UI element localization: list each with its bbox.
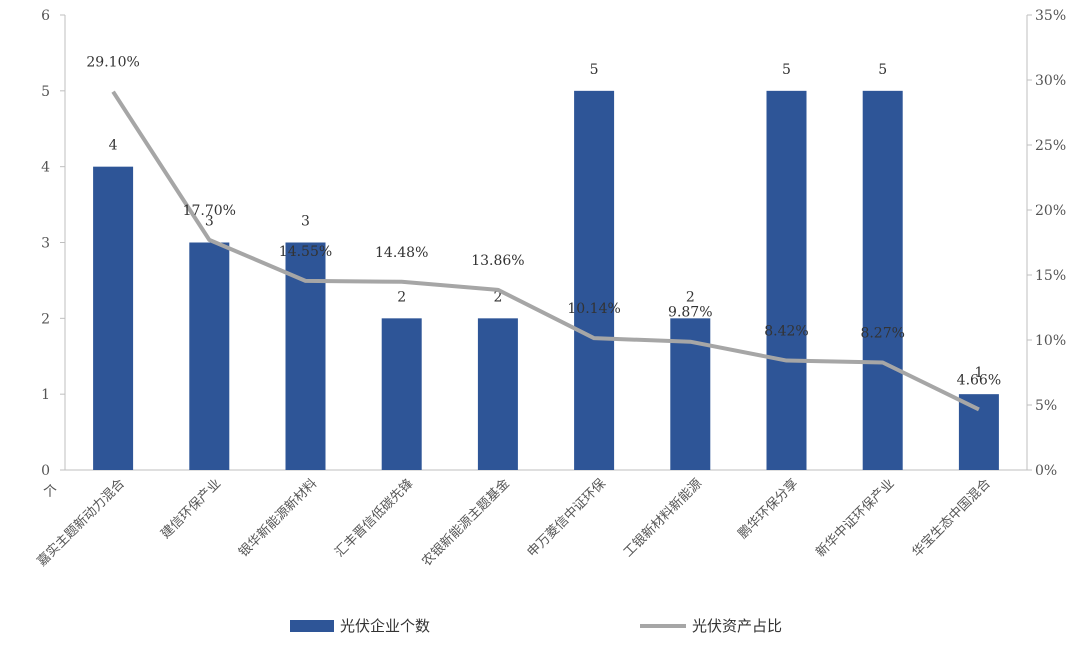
left-axis-ticks: 0 1 2 3 4 5 6 (41, 8, 65, 479)
bar-value-label: 5 (590, 62, 599, 78)
line-value-label: 29.10% (86, 55, 139, 71)
category-label: 农银新能源主题基金 (419, 476, 513, 570)
bar (93, 166, 134, 470)
bar-value-label: 4 (109, 138, 118, 154)
category-labels: 嘉实主题新动力混合 建信环保产业 银华新能源新材料 汇丰晋信低碳先锋 农银新能源主题基金… (34, 476, 994, 570)
right-tick-label: 15% (1035, 268, 1066, 284)
legend-swatch-bar (290, 619, 334, 632)
line-value-label: 17.70% (183, 203, 236, 219)
bar (189, 242, 230, 470)
bar (766, 90, 807, 470)
left-tick-label: 5 (41, 84, 50, 100)
right-tick-label: 30% (1035, 73, 1066, 89)
bar-value-label: 2 (397, 289, 406, 305)
category-label: 新华中证环保产业 (813, 476, 898, 561)
category-label: 华宝生态中国混合 (910, 476, 994, 560)
right-axis-ticks: 0% 5% 10% 15% 20% 25% 30% 35% (1027, 8, 1066, 479)
legend-swatch-line (640, 623, 686, 628)
category-label: 申万菱信中证环保 (525, 476, 609, 560)
right-tick-label: 5% (1035, 398, 1057, 414)
legend-label-bars: 光伏企业个数 (340, 617, 431, 635)
bar-value-labels: 4 3 3 2 2 5 2 5 5 1 (109, 62, 984, 381)
left-tick-label: 1 (41, 387, 50, 403)
right-tick-label: 20% (1035, 203, 1066, 219)
bar (477, 318, 518, 470)
line-value-label: 9.87% (668, 305, 712, 321)
category-label: 银华新能源新材料 (235, 476, 320, 561)
right-tick-label: 0% (1035, 463, 1057, 479)
right-tick-label: 10% (1035, 333, 1066, 349)
category-label: 鹏华环保分享 (735, 476, 801, 542)
bar-value-label: 3 (205, 214, 214, 230)
right-tick-label: 25% (1035, 138, 1066, 154)
bar (958, 394, 999, 470)
left-tick-label: 6 (41, 8, 50, 24)
line-value-label: 4.66% (957, 372, 1001, 388)
bar (574, 90, 615, 470)
right-tick-label: 35% (1035, 8, 1066, 24)
line-value-label: 10.14% (567, 301, 620, 317)
legend-item-line: 光伏资产占比 (640, 615, 782, 636)
category-label: 建信环保产业 (158, 476, 224, 542)
line-series (111, 90, 980, 412)
bar-value-label: 5 (878, 62, 887, 78)
bar (381, 318, 422, 470)
bar (862, 90, 903, 470)
line-value-label: 14.55% (279, 244, 332, 260)
bar-series (93, 90, 999, 470)
bar-value-label: 2 (686, 289, 695, 305)
bar-value-label: 5 (782, 62, 791, 78)
line-value-label: 14.48% (375, 245, 428, 261)
left-tick-label: 2 (41, 311, 50, 327)
bar-value-label: 1 (974, 365, 983, 381)
category-label: 汇丰晋信低碳先锋 (332, 476, 416, 560)
bar-value-label: 2 (493, 289, 502, 305)
line-value-labels: 29.10% 17.70% 14.55% 14.48% 13.86% 10.14% 9.87… (86, 55, 1001, 389)
left-tick-label: 4 (41, 160, 50, 176)
left-axis-unit-label: 个 (43, 484, 57, 500)
line-value-label: 8.27% (860, 325, 904, 341)
category-label: 工银新材料新能源 (620, 476, 705, 561)
legend-item-bars: 光伏企业个数 (290, 615, 430, 636)
left-tick-label: 0 (41, 463, 50, 479)
left-tick-label: 3 (41, 236, 50, 252)
legend-label-line: 光伏资产占比 (692, 617, 783, 635)
bar-value-label: 3 (301, 214, 310, 230)
line-value-label: 8.42% (764, 324, 808, 340)
line-value-label: 13.86% (471, 253, 524, 269)
